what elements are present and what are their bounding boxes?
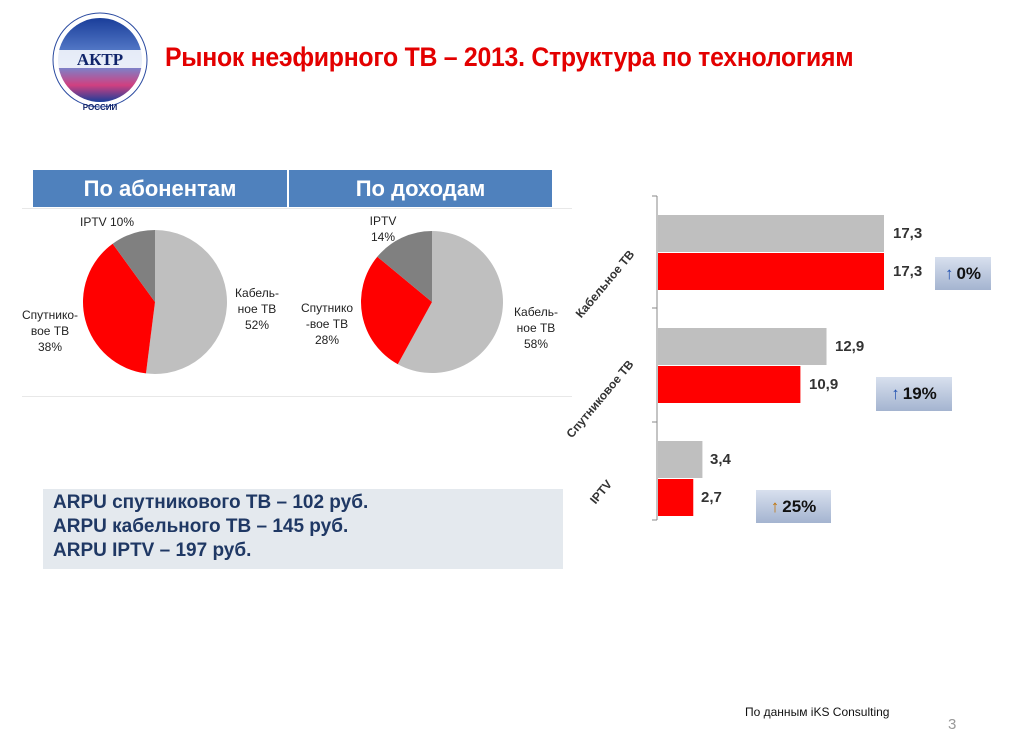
bar <box>658 215 884 252</box>
slide-title: Рынок неэфирного ТВ – 2013. Структура по… <box>165 42 854 72</box>
arpu-cable: ARPU кабельного ТВ – 145 руб. <box>53 516 349 537</box>
pie1-label-iptv: IPTV 10% <box>80 215 135 229</box>
pie1-label-satellite: Спутнико-вое ТВ 38% <box>22 308 79 354</box>
value-label: 12,9 <box>835 338 865 355</box>
value-label: 2,7 <box>701 489 722 506</box>
pie-slice-спутниковое-тв <box>83 243 155 374</box>
bar <box>658 479 694 516</box>
value-label: 17,3 <box>893 225 923 242</box>
source-note: По данным iKS Consulting <box>745 705 890 719</box>
divider <box>22 208 572 209</box>
arpu-box: ARPU спутникового ТВ – 102 руб. ARPU каб… <box>43 489 563 569</box>
pie2-label-cable: Кабель-ное ТВ 58% <box>514 305 558 351</box>
pie-charts <box>83 230 504 374</box>
value-label: 10,9 <box>809 376 839 393</box>
pie-slice-кабельное-тв <box>397 231 504 373</box>
svg-text:РОССИИ: РОССИИ <box>83 103 118 112</box>
arpu-satellite: ARPU спутникового ТВ – 102 руб. <box>53 492 369 513</box>
arrow-up-icon: ↑ <box>891 384 900 403</box>
growth-badge-iptv: ↑ 25% <box>756 490 831 523</box>
svg-text:АКТР: АКТР <box>77 50 123 69</box>
value-label: 17,3 <box>893 263 923 280</box>
bar <box>658 253 884 290</box>
pie-slice-кабельное-тв <box>145 230 227 374</box>
arrow-up-icon: ↑ <box>770 496 780 516</box>
header-subscribers: По абонентам <box>33 170 287 207</box>
page-number: 3 <box>948 716 957 733</box>
pie-slice-iptv <box>377 231 432 302</box>
pie2-label-iptv: IPTV 14% <box>369 214 397 244</box>
divider <box>22 396 572 397</box>
header-revenue: По доходам <box>289 170 552 207</box>
pie1-label-cable: Кабель-ное ТВ 52% <box>235 286 279 332</box>
y-axis <box>652 195 658 521</box>
arpu-iptv: ARPU IPTV – 197 руб. <box>53 540 252 561</box>
growth-badge-cable: ↑ 0% <box>935 257 991 290</box>
pie-slice-iptv <box>112 230 155 302</box>
bar <box>658 441 703 478</box>
value-label: 3,4 <box>710 451 731 468</box>
growth-badge-satellite: ↑ 19% <box>876 377 952 411</box>
pie-slice-спутниковое-тв <box>361 256 432 365</box>
pie2-label-satellite: Спутнико -вое ТВ 28% <box>300 301 354 347</box>
arrow-up-icon: ↑ <box>944 263 954 283</box>
aktr-logo: АКТР РОССИИ <box>52 12 148 112</box>
bar <box>658 328 827 365</box>
bar-chart <box>652 195 884 521</box>
bar <box>658 366 801 403</box>
